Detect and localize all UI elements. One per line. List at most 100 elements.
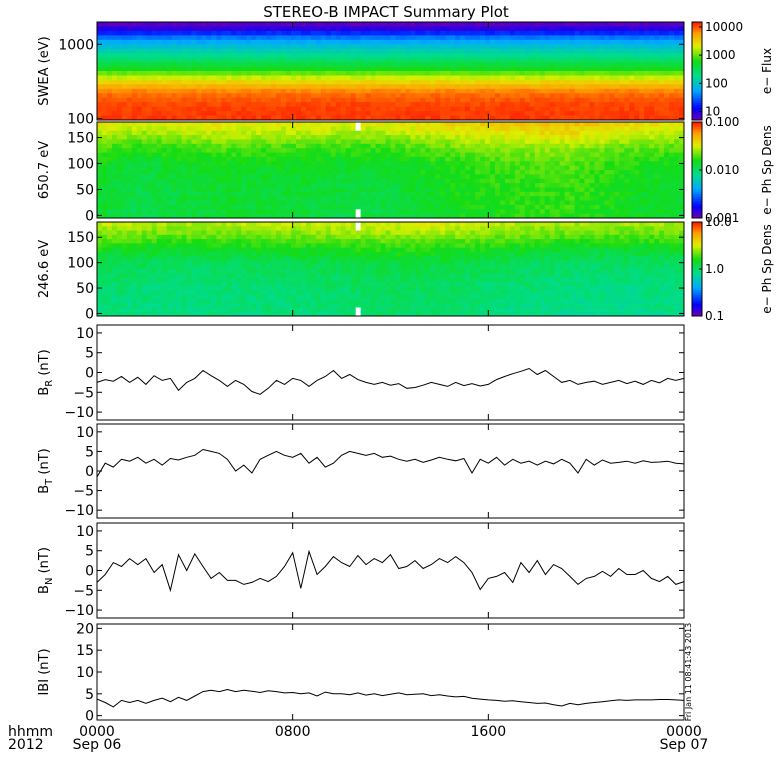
spectrogram-cell xyxy=(301,67,306,72)
spectrogram-cell xyxy=(570,139,575,144)
spectrogram-cell xyxy=(510,131,515,136)
spectrogram-cell xyxy=(470,135,475,140)
spectrogram-cell xyxy=(321,157,326,162)
spectrogram-cell xyxy=(386,122,391,127)
spectrogram-cell xyxy=(306,126,311,131)
spectrogram-cell xyxy=(346,22,351,27)
spectrogram-cell xyxy=(296,71,301,76)
spectrogram-cell xyxy=(356,170,361,175)
spectrogram-cell xyxy=(182,80,187,85)
spectrogram-cell xyxy=(187,107,192,112)
spectrogram-cell xyxy=(475,44,480,49)
spectrogram-cell xyxy=(485,98,490,103)
spectrogram-cell xyxy=(361,40,366,45)
spectrogram-cell xyxy=(331,209,336,214)
spectrogram-cell xyxy=(117,35,122,40)
spectrogram-cell xyxy=(162,98,167,103)
spectrogram-cell xyxy=(530,22,535,27)
spectrogram-cell xyxy=(271,44,276,49)
spectrogram-cell xyxy=(361,71,366,76)
spectrogram-cell xyxy=(122,89,127,94)
spectrogram-cell xyxy=(485,80,490,85)
spectrogram-cell xyxy=(137,71,142,76)
spectrogram-cell xyxy=(500,183,505,188)
spectrogram-cell xyxy=(142,80,147,85)
spectrogram-cell xyxy=(221,161,226,166)
spectrogram-cell xyxy=(326,111,331,116)
spectrogram-cell xyxy=(361,187,366,192)
spectrogram-cell xyxy=(182,153,187,158)
spectrogram-cell xyxy=(594,148,599,153)
colorbar-cell xyxy=(692,115,702,118)
spectrogram-cell xyxy=(465,179,470,184)
spectrogram-cell xyxy=(241,131,246,136)
spectrogram-cell xyxy=(321,111,326,116)
spectrogram-cell xyxy=(301,93,306,98)
colorbar-cell xyxy=(692,59,702,62)
spectrogram-cell xyxy=(410,22,415,27)
spectrogram-cell xyxy=(435,58,440,63)
spectrogram-cell xyxy=(435,111,440,116)
spectrogram-cell xyxy=(296,161,301,166)
spectrogram-cell xyxy=(107,26,112,31)
spectrogram-cell xyxy=(261,187,266,192)
spectrogram-cell xyxy=(480,67,485,72)
spectrogram-cell xyxy=(535,170,540,175)
spectrogram-cell xyxy=(311,157,316,162)
spectrogram-cell xyxy=(167,102,172,107)
spectrogram-cell xyxy=(246,139,251,144)
spectrogram-cell xyxy=(609,62,614,67)
spectrogram-cell xyxy=(664,102,669,107)
spectrogram-cell xyxy=(361,183,366,188)
spectrogram-cell xyxy=(585,161,590,166)
spectrogram-cell xyxy=(102,192,107,197)
spectrogram-cell xyxy=(629,40,634,45)
spectrogram-cell xyxy=(346,183,351,188)
spectrogram-cell xyxy=(609,31,614,36)
spectrogram-cell xyxy=(585,153,590,158)
spectrogram-cell xyxy=(420,131,425,136)
spectrogram-cell xyxy=(410,196,415,201)
spectrogram-cell xyxy=(614,26,619,31)
spectrogram-cell xyxy=(555,192,560,197)
spectrogram-cell xyxy=(589,53,594,58)
spectrogram-cell xyxy=(555,170,560,175)
spectrogram-cell xyxy=(187,62,192,67)
spectrogram-cell xyxy=(97,35,102,40)
spectrogram-cell xyxy=(261,148,266,153)
spectrogram-cell xyxy=(326,107,331,112)
spectrogram-cell xyxy=(366,157,371,162)
spectrogram-cell xyxy=(560,148,565,153)
spectrogram-cell xyxy=(266,209,271,214)
colorbar-tick-label: 100 xyxy=(705,76,728,90)
spectrogram-cell xyxy=(664,84,669,89)
spectrogram-cell xyxy=(361,22,366,27)
spectrogram-cell xyxy=(117,67,122,72)
spectrogram-cell xyxy=(450,201,455,206)
spectrogram-cell xyxy=(326,98,331,103)
spectrogram-cell xyxy=(122,93,127,98)
spectrogram-cell xyxy=(644,31,649,36)
spectrogram-cell xyxy=(435,67,440,72)
spectrogram-cell xyxy=(147,148,152,153)
spectrogram-cell xyxy=(649,98,654,103)
spectrogram-cell xyxy=(410,161,415,166)
spectrogram-cell xyxy=(599,107,604,112)
spectrogram-cell xyxy=(331,111,336,116)
spectrogram-cell xyxy=(540,89,545,94)
spectrogram-cell xyxy=(251,62,256,67)
spectrogram-cell xyxy=(177,201,182,206)
spectrogram-cell xyxy=(147,161,152,166)
colorbar-cell xyxy=(692,37,702,40)
spectrogram-cell xyxy=(211,98,216,103)
spectrogram-cell xyxy=(296,53,301,58)
spectrogram-cell xyxy=(580,75,585,80)
spectrogram-cell xyxy=(575,183,580,188)
spectrogram-cell xyxy=(376,93,381,98)
spectrogram-cell xyxy=(520,209,525,214)
spectrogram-cell xyxy=(490,40,495,45)
spectrogram-cell xyxy=(341,58,346,63)
spectrogram-cell xyxy=(594,107,599,112)
spectrogram-cell xyxy=(425,107,430,112)
spectrogram-cell xyxy=(182,84,187,89)
